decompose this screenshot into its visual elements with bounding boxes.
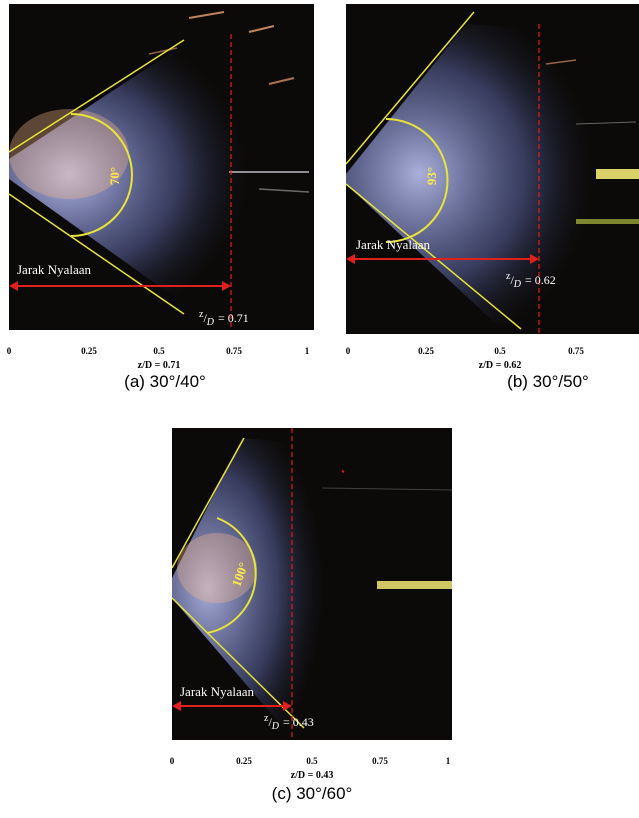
zd-num-a: z <box>199 309 204 320</box>
panel-c: 100° Jarak Nyalaan z/D = 0.43 0 0.25 0.5 … <box>160 420 480 818</box>
flame-photo-c: 100° Jarak Nyalaan z/D = 0.43 <box>172 428 452 740</box>
tick-label: 0 <box>169 756 175 766</box>
flame-distance-label-a: Jarak Nyalaan <box>17 262 91 277</box>
tick-label: 0.5 <box>153 346 165 356</box>
flame-distance-label-c: Jarak Nyalaan <box>180 684 254 699</box>
tick-label: 0.25 <box>236 756 252 766</box>
zd-annotation-c: z/D = 0.43 <box>264 713 314 732</box>
zd-den-c: D <box>271 721 280 732</box>
caption-b: (b) 30°/50° <box>507 372 589 391</box>
zd-annotation-a: z/D = 0.71 <box>199 309 249 328</box>
angle-label-a: 70° <box>107 167 122 185</box>
tick-label: 0 <box>6 346 12 356</box>
tick-label: 0.75 <box>226 346 242 356</box>
flame-photo-a: 70° Jarak Nyalaan z/D = 0.71 <box>9 4 314 330</box>
tick-label: 0.75 <box>372 756 388 766</box>
zd-num-c: z <box>264 713 269 724</box>
zd-den-a: D <box>206 317 215 328</box>
caption-a: (a) 30°/40° <box>124 372 206 391</box>
panel-a: 70° Jarak Nyalaan z/D = 0.71 0 0.25 0.5 0… <box>0 0 320 400</box>
zd-value-c: = 0.43 <box>283 715 314 729</box>
flame-photo-b: 93° Jarak Nyalaan z/D = 0.62 <box>346 4 639 334</box>
tick-label: 1 <box>304 346 310 356</box>
panel-b: 93° Jarak Nyalaan z/D = 0.62 0 0.25 0.5 0… <box>320 0 639 400</box>
tick-label: 0.75 <box>568 346 584 356</box>
axis-c: 0 0.25 0.5 0.75 1 z/D = 0.43 <box>169 756 452 786</box>
angle-label-b: 93° <box>424 167 439 185</box>
zd-value-b: = 0.62 <box>525 273 556 287</box>
axis-a: 0 0.25 0.5 0.75 1 z/D = 0.71 <box>6 346 314 376</box>
caption-c: (c) 30°/60° <box>271 784 353 803</box>
x-axis-label-b: z/D = 0.62 <box>478 360 522 371</box>
tick-label: 0.5 <box>494 346 506 356</box>
tick-label: 0.5 <box>306 756 318 766</box>
zd-num-b: z <box>506 271 511 282</box>
zd-den-b: D <box>513 279 522 290</box>
flame-distance-label-b: Jarak Nyalaan <box>356 237 430 252</box>
zd-value-a: = 0.71 <box>218 311 249 325</box>
axis-b: 0 0.25 0.5 0.75 z/D = 0.62 <box>346 346 639 376</box>
tick-label: 0.25 <box>418 346 434 356</box>
zd-annotation-b: z/D = 0.62 <box>506 271 556 290</box>
tick-label: 0 <box>345 346 351 356</box>
x-axis-label-c: z/D = 0.43 <box>290 770 334 781</box>
tick-label: 0.25 <box>81 346 97 356</box>
x-axis-label-a: z/D = 0.71 <box>137 360 181 371</box>
tick-label: 1 <box>445 756 451 766</box>
